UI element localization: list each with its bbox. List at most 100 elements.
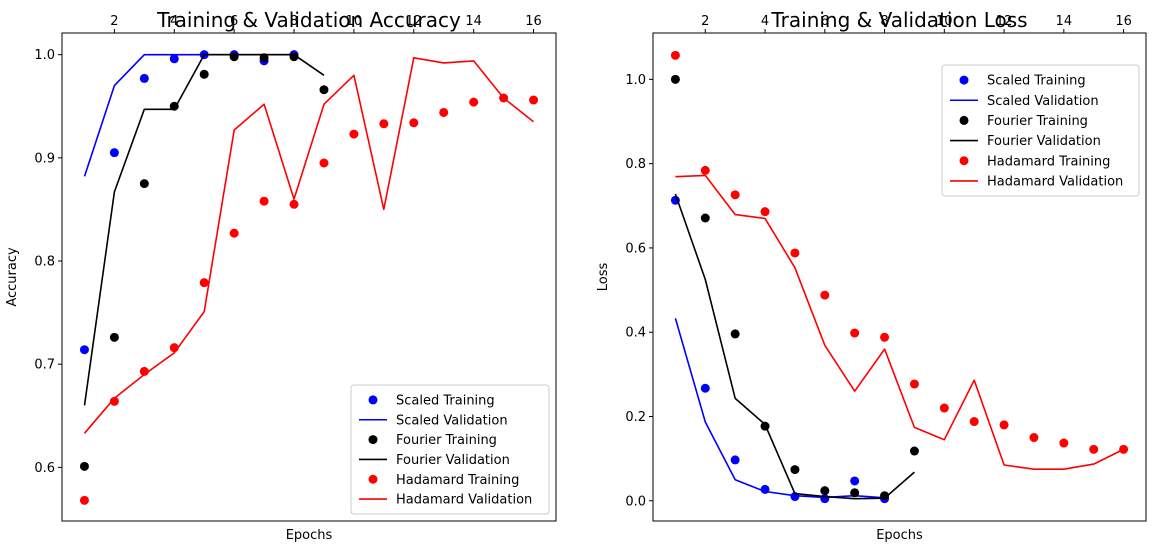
accuracy-chart: Training & Validation Accuracy 2 4 6 8 10 12 14… [5, 8, 557, 543]
legend-hadamard-validation-label: Hadamard Validation [987, 174, 1123, 189]
scaled-training-point [169, 54, 179, 64]
fourier-training-point [199, 69, 209, 79]
hadamard-training-point [79, 495, 89, 505]
x-tick-label: 4 [170, 14, 178, 29]
fourier-training-point [229, 52, 239, 62]
legend-scaled-validation-label: Scaled Validation [987, 94, 1099, 109]
x-axis-label: Epochs [876, 528, 923, 543]
legend: Scaled Training Scaled Validation Fourier … [350, 384, 550, 515]
scaled-training-point [109, 148, 119, 158]
hadamard-validation-line [83, 56, 534, 434]
legend-scaled-training-swatch [959, 75, 969, 85]
x-tick-label: 16 [1115, 14, 1132, 29]
legend-scaled-training-label: Scaled Training [987, 74, 1086, 89]
fourier-training-point [850, 488, 860, 498]
fourier-training-point [109, 332, 119, 342]
x-tick-label: 8 [290, 14, 298, 29]
series-group [79, 50, 539, 505]
hadamard-validation-line [675, 174, 1124, 471]
legend-hadamard-training-swatch [959, 156, 969, 166]
legend-fourier-training-label: Fourier Training [396, 433, 497, 448]
hadamard-training-point [850, 328, 860, 338]
hadamard-training-point [790, 248, 800, 258]
x-tick-label: 4 [761, 14, 769, 29]
legend-hadamard-training-label: Hadamard Training [987, 154, 1110, 169]
hadamard-training-point [820, 290, 830, 300]
x-tick-label: 12 [996, 14, 1013, 29]
x-tick-label: 8 [880, 14, 888, 29]
hadamard-training-point [700, 165, 710, 175]
hadamard-training-point [319, 158, 329, 168]
x-tick-label: 12 [406, 14, 423, 29]
legend-scaled-training-swatch [368, 395, 378, 405]
series-group [670, 50, 1129, 504]
loss-chart: Training & Validation Loss 2 4 6 8 10 12 14 16 0.… [596, 8, 1147, 543]
fourier-training-point [700, 213, 710, 223]
y-axis-label: Loss [596, 263, 611, 292]
hadamard-training-point [109, 396, 119, 406]
y-tick-label: 1.0 [625, 73, 646, 88]
scaled-validation-line [83, 53, 294, 177]
legend-hadamard-training-swatch [368, 474, 378, 484]
hadamard-training-point [259, 196, 269, 206]
fourier-training-point [139, 179, 149, 189]
hadamard-training-point [289, 199, 299, 209]
y-tick-label: 0.7 [34, 358, 55, 373]
fourier-training-point [820, 486, 830, 496]
legend-scaled-validation-label: Scaled Validation [396, 413, 508, 428]
fourier-training-point [79, 461, 89, 471]
scaled-training-point [850, 476, 860, 486]
hadamard-training-point [469, 97, 479, 107]
fourier-validation-line [674, 193, 915, 500]
y-tick-label: 0.8 [625, 157, 646, 172]
legend-fourier-training-swatch [368, 435, 378, 445]
scaled-training-point [700, 383, 710, 393]
plot-frame [652, 32, 1147, 522]
x-tick-label: 6 [230, 14, 238, 29]
x-axis-label: Epochs [286, 528, 333, 543]
hadamard-training-point [529, 95, 539, 105]
y-tick-label: 0.6 [625, 241, 646, 256]
y-tick-label: 0.4 [625, 326, 646, 341]
y-tick-label: 0.8 [34, 255, 55, 270]
hadamard-training-point [349, 129, 359, 139]
legend-hadamard-validation-label: Hadamard Validation [396, 493, 532, 508]
fourier-training-point [319, 85, 329, 95]
x-tick-label: 16 [525, 14, 542, 29]
chart-title: Training & Validation Loss [770, 8, 1027, 32]
y-tick-label: 1.0 [34, 48, 55, 63]
hadamard-training-point [1119, 444, 1129, 454]
hadamard-training-point [1089, 444, 1099, 454]
legend-fourier-validation-label: Fourier Validation [987, 134, 1101, 149]
fourier-training-point [790, 465, 800, 475]
x-tick-label: 2 [701, 14, 709, 29]
scaled-validation-line [674, 318, 885, 499]
x-tick-label: 2 [110, 14, 118, 29]
plot-frame [61, 32, 557, 522]
legend-scaled-training-label: Scaled Training [396, 393, 495, 408]
hadamard-training-point [670, 50, 680, 60]
legend-fourier-validation-label: Fourier Validation [396, 453, 510, 468]
hadamard-training-point [1029, 433, 1039, 443]
hadamard-training-point [909, 379, 919, 389]
y-tick-label: 0.6 [34, 461, 55, 476]
fourier-training-point [909, 446, 919, 456]
legend-box [941, 64, 1140, 197]
x-tick-label: 10 [346, 14, 363, 29]
hadamard-training-point [969, 417, 979, 427]
hadamard-training-point [1059, 438, 1069, 448]
y-tick-label: 0.9 [34, 151, 55, 166]
legend-hadamard-training-label: Hadamard Training [396, 473, 519, 488]
legend-fourier-training-label: Fourier Training [987, 114, 1088, 129]
scaled-training-point [730, 455, 740, 465]
fourier-validation-line [83, 53, 325, 406]
legend-box [350, 384, 550, 515]
hadamard-training-point [409, 118, 419, 128]
hadamard-training-point [199, 278, 209, 288]
fourier-training-point [730, 329, 740, 339]
scaled-training-point [79, 345, 89, 355]
x-tick-label: 10 [936, 14, 953, 29]
hadamard-training-point [379, 119, 389, 129]
chart-title: Training & Validation Accuracy [156, 8, 461, 32]
